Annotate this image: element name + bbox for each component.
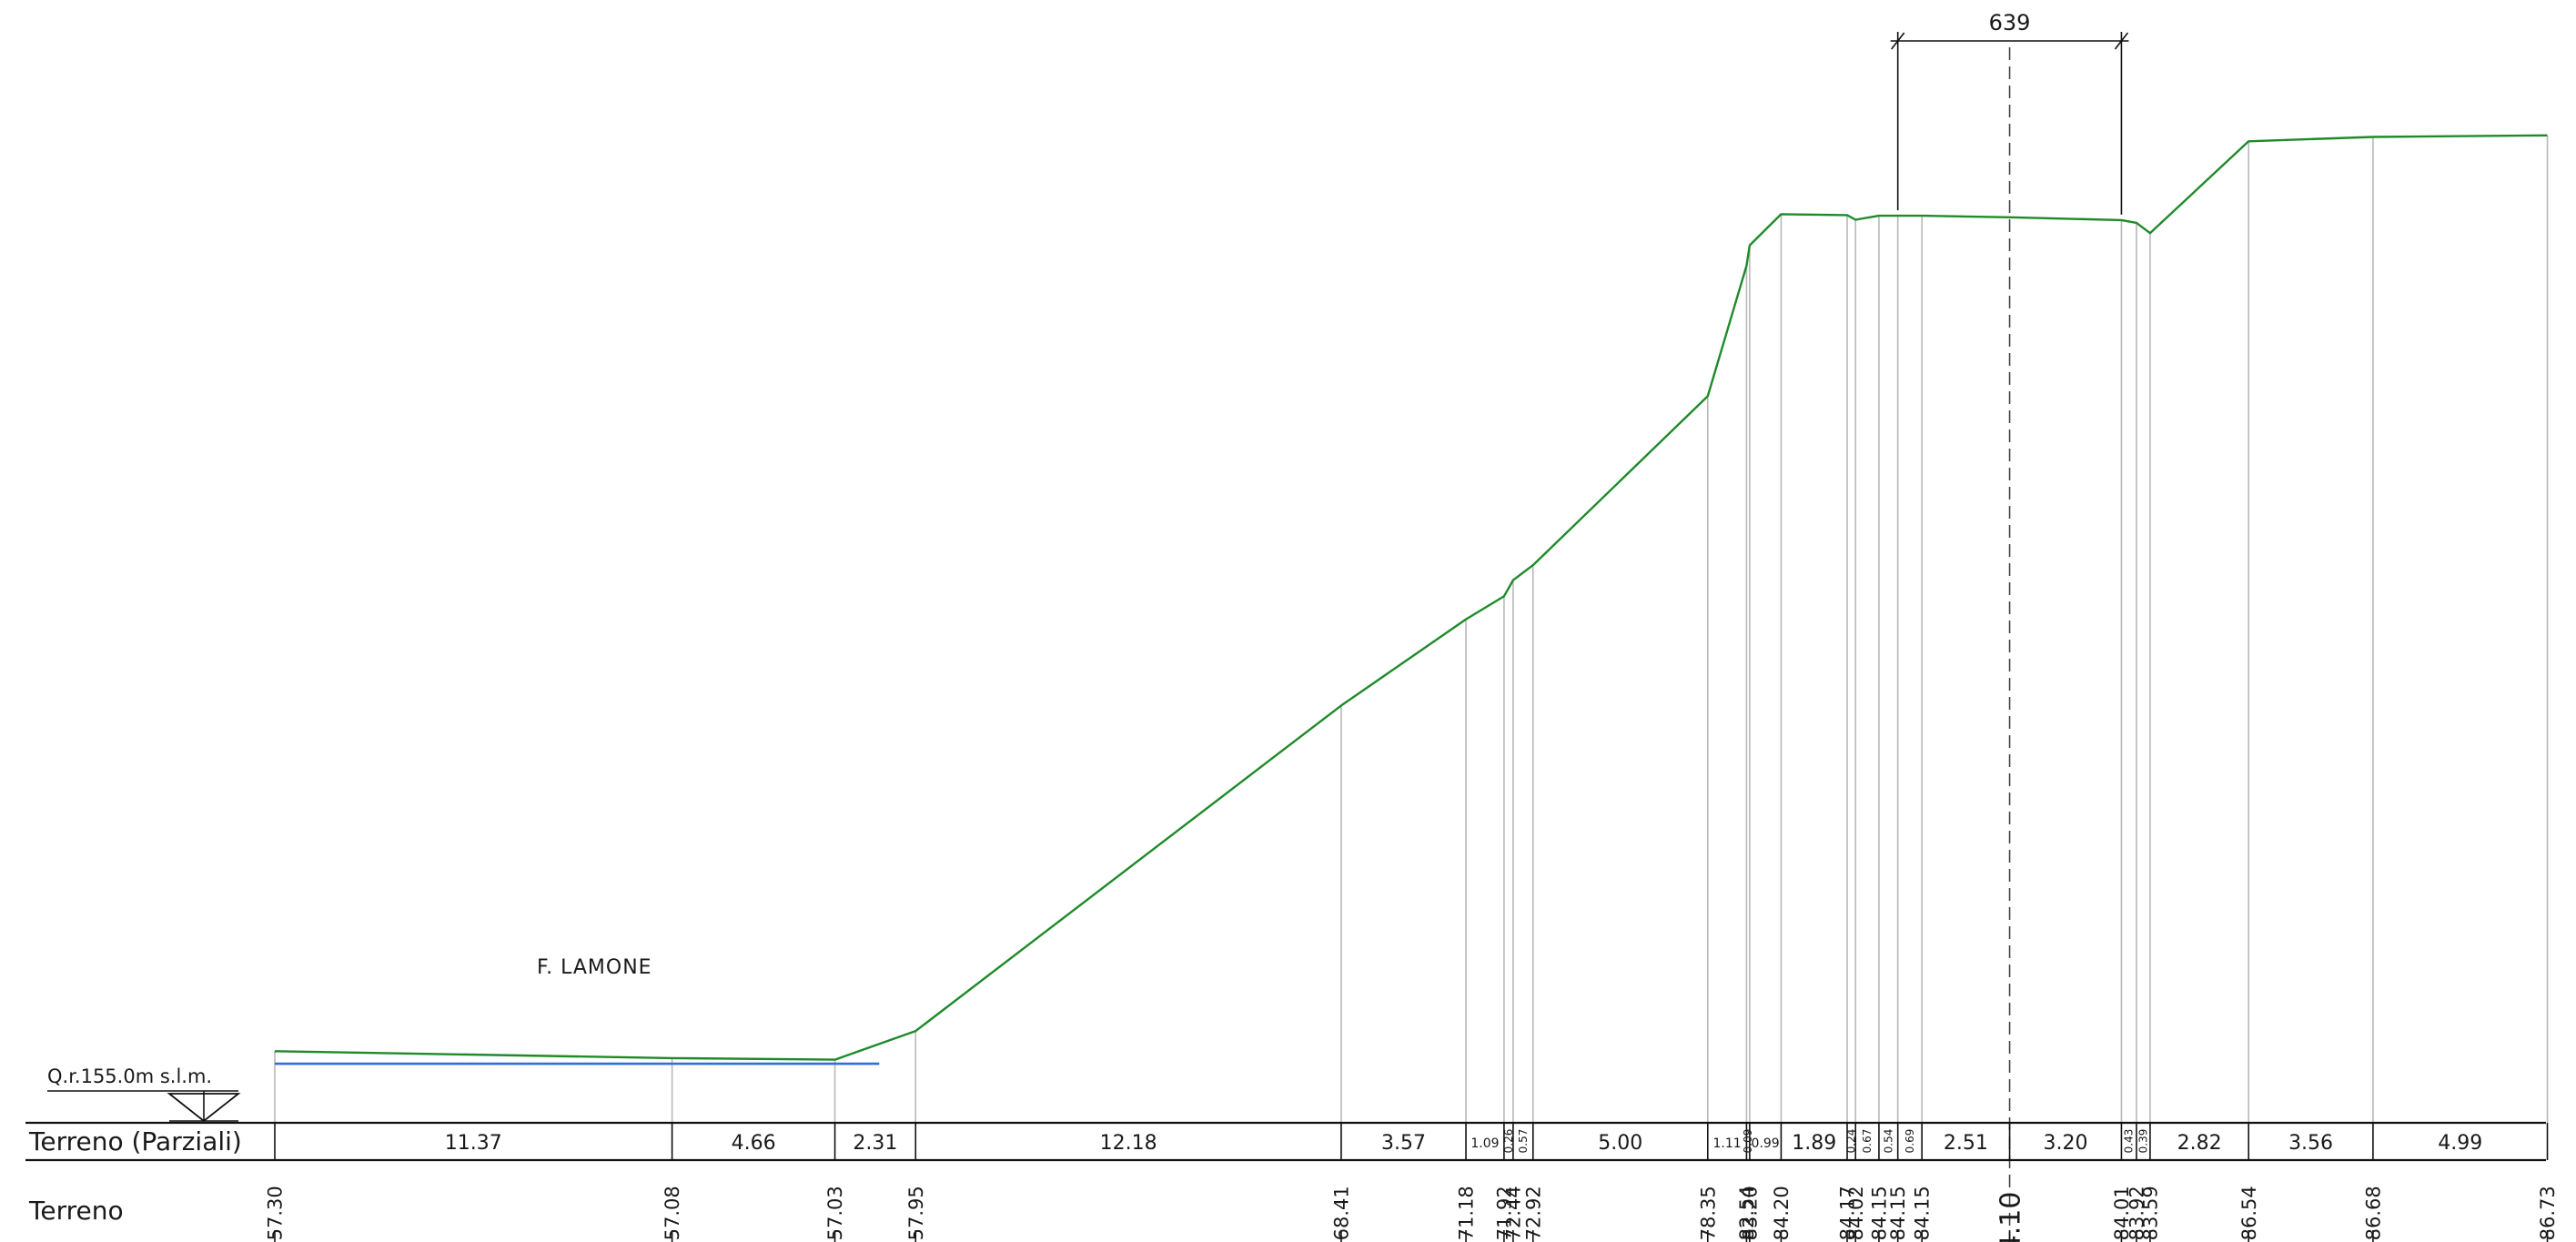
partial-distance: 3.20 — [2044, 1132, 2088, 1155]
station-elevation: 183.92 — [2126, 1186, 2148, 1242]
partial-distance: 4.99 — [2438, 1132, 2482, 1155]
partial-distance: 2.51 — [1944, 1132, 1988, 1155]
partial-distance: 0.26 — [1502, 1129, 1515, 1154]
station-elevation: 184.15 — [1887, 1186, 1909, 1242]
station-elevation: 186.73 — [2537, 1186, 2559, 1242]
partial-distance: 0.67 — [1861, 1129, 1874, 1154]
station-elevation: 184.17 — [1837, 1186, 1859, 1242]
station-elevation: 178.35 — [1697, 1186, 1719, 1242]
station-elevation: 168.41 — [1331, 1186, 1353, 1242]
partial-distance: 0.99 — [1752, 1136, 1780, 1151]
partial-distances: 11.37 4.66 2.31 12.18 3.57 1.09 0.26 0.57 5.00 1.… — [445, 1129, 2482, 1155]
station-elevation: 183.20 — [1739, 1186, 1761, 1242]
partial-distance: 0.39 — [2137, 1129, 2149, 1154]
partial-distance: 3.57 — [1381, 1132, 1426, 1155]
station-elevation: 184.15 — [1869, 1186, 1891, 1242]
reference-level-label: Q.r.155.0m s.l.m. — [47, 1065, 212, 1087]
platform-width-dimension: 639 — [1890, 10, 2129, 215]
data-band: Terreno (Parziali) Terreno 11.37 4.66 2.31… — [25, 1121, 2560, 1242]
partial-distance: 0.24 — [1845, 1129, 1858, 1154]
station-elevation: 157.03 — [824, 1186, 846, 1242]
ground-profile-line — [274, 134, 2548, 1061]
station-elevation: 171.92 — [1493, 1186, 1515, 1242]
station-elevation: 186.54 — [2238, 1186, 2260, 1242]
partial-distance: 0.57 — [1517, 1129, 1530, 1154]
reference-level-marker: Q.r.155.0m s.l.m. — [47, 1065, 241, 1123]
station-elevation: 184.15 — [1912, 1186, 1934, 1242]
station-grid-lines — [274, 135, 2549, 1123]
partial-distance: 3.56 — [2288, 1132, 2333, 1155]
station-elevation: 184.20 — [1771, 1186, 1793, 1242]
partial-distance: 2.82 — [2177, 1132, 2222, 1155]
partial-distance: 0.54 — [1882, 1129, 1894, 1154]
band-station-ticks — [274, 1123, 2549, 1242]
station-elevations: 157.30 157.08 157.03 157.95 168.41 171.18 171.… — [265, 1186, 2560, 1242]
station-elevation: 184.10 — [1995, 1192, 2026, 1242]
station-elevation: 184.01 — [2111, 1186, 2133, 1242]
partial-distance: 0.69 — [1904, 1129, 1916, 1154]
station-elevation: 157.08 — [662, 1186, 683, 1242]
station-elevation: 172.44 — [1502, 1186, 1524, 1242]
partial-distance: 11.37 — [445, 1132, 502, 1155]
partial-distance: 12.18 — [1100, 1132, 1157, 1155]
partial-distance: 5.00 — [1598, 1132, 1642, 1155]
station-elevation: 157.95 — [905, 1186, 927, 1242]
station-elevation: 186.68 — [2362, 1186, 2384, 1242]
partial-distance: 4.66 — [732, 1132, 776, 1155]
partials-row-label: Terreno (Parziali) — [28, 1126, 242, 1156]
river-label: F. LAMONE — [537, 956, 652, 979]
station-elevation: 183.59 — [2139, 1186, 2161, 1242]
partial-distance: 0.09 — [1742, 1129, 1754, 1154]
partial-distance: 1.89 — [1792, 1132, 1836, 1155]
partial-distance: 2.31 — [853, 1132, 897, 1155]
platform-width-value: 639 — [1989, 10, 2031, 35]
partial-distance: 1.09 — [1470, 1136, 1499, 1151]
partial-distance: 1.11 — [1713, 1136, 1742, 1151]
station-elevation: 171.18 — [1456, 1186, 1478, 1242]
partial-distance: 0.43 — [2123, 1129, 2136, 1154]
station-elevation: 172.92 — [1522, 1186, 1544, 1242]
station-elevation: 182.54 — [1736, 1186, 1758, 1242]
station-elevation: 184.02 — [1845, 1186, 1867, 1242]
station-elevation: 157.30 — [265, 1186, 287, 1242]
elevation-row-label: Terreno — [28, 1196, 124, 1226]
